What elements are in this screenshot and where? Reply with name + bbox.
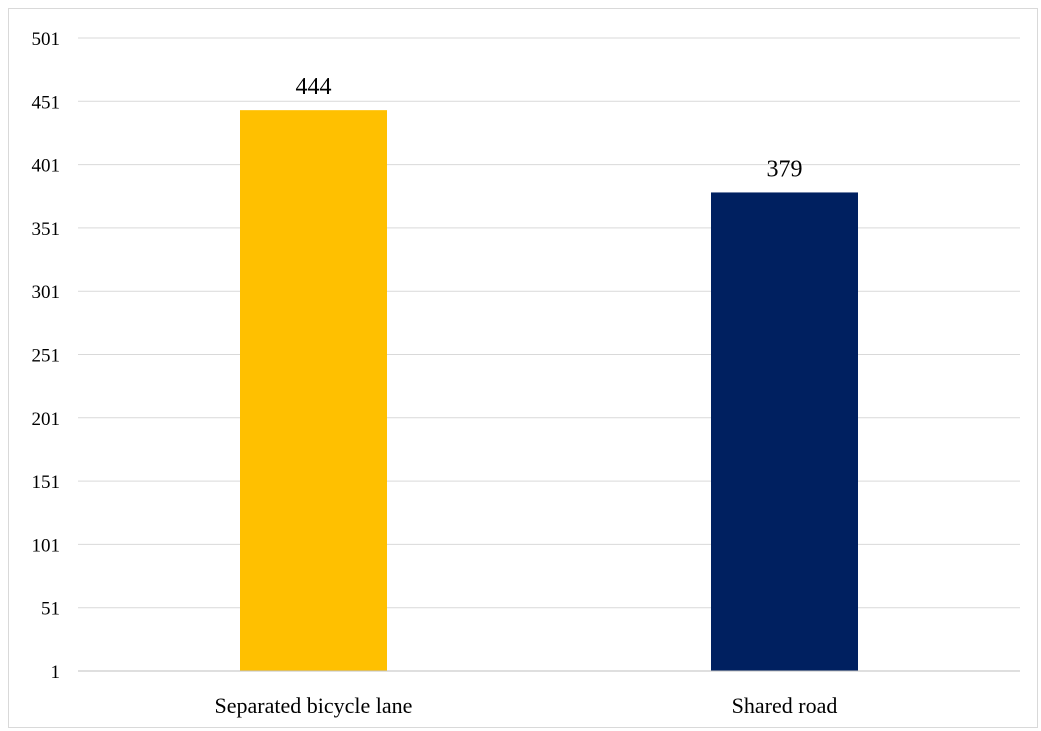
y-tick-label: 51	[41, 599, 60, 620]
y-tick-label: 401	[32, 156, 61, 177]
y-tick-label: 151	[32, 472, 61, 493]
y-tick-label: 351	[32, 219, 61, 240]
x-axis-category-labels: Separated bicycle lane Shared road	[215, 693, 838, 718]
y-tick-label: 451	[32, 92, 61, 113]
x-category-label-2: Shared road	[732, 693, 838, 718]
y-tick-label: 201	[32, 409, 61, 430]
bar-1	[240, 110, 387, 672]
x-category-label-1: Separated bicycle lane	[215, 693, 413, 718]
bars	[240, 110, 858, 672]
data-label-2: 379	[767, 156, 803, 182]
y-tick-label: 251	[32, 346, 61, 367]
y-tick-label: 1	[51, 662, 61, 683]
data-labels: 444 379	[296, 74, 803, 182]
y-tick-label: 301	[32, 282, 61, 303]
bar-2	[711, 192, 858, 671]
y-tick-label: 101	[32, 535, 61, 556]
gridlines	[78, 37, 1020, 609]
y-tick-label: 501	[32, 29, 61, 50]
data-label-1: 444	[296, 74, 332, 100]
